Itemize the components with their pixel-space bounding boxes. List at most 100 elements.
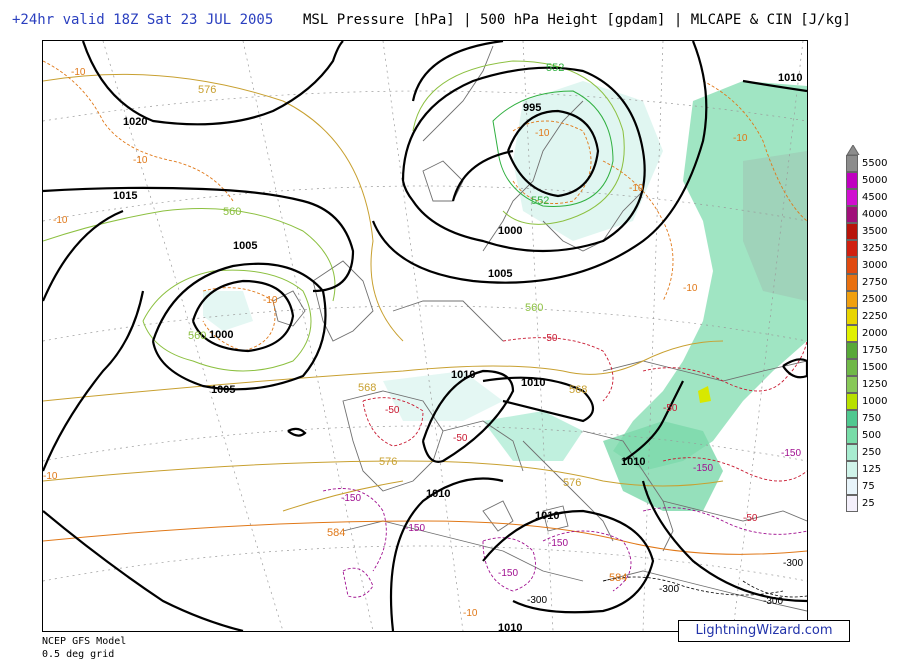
legend-value: 2250 (862, 311, 888, 322)
height-label: 552 (546, 62, 564, 74)
legend-value: 1250 (862, 379, 888, 390)
cin-label: -300 (527, 595, 547, 606)
isobar-label: 1015 (113, 190, 137, 202)
legend-swatch (846, 308, 858, 325)
legend-value: 3500 (862, 226, 888, 237)
height-label: 560 (188, 330, 206, 342)
cin-label: -10 (53, 215, 68, 226)
legend-swatch (846, 461, 858, 478)
legend-swatch (846, 376, 858, 393)
legend-swatch (846, 274, 858, 291)
cin-label: -10 (733, 133, 748, 144)
legend-value: 1750 (862, 345, 888, 356)
cape-shading (203, 81, 807, 511)
legend-swatch (846, 342, 858, 359)
legend-swatch (846, 257, 858, 274)
legend-swatch (846, 155, 858, 172)
height-label: 584 (609, 572, 627, 584)
isobars (43, 41, 807, 631)
isobar-label: 1010 (535, 510, 559, 522)
height-label: 568 (569, 384, 587, 396)
legend-swatch (846, 393, 858, 410)
height-label: 552 (531, 195, 549, 207)
legend-swatch (846, 206, 858, 223)
isobar-label: 1010 (621, 456, 645, 468)
legend-swatch (846, 172, 858, 189)
legend-value: 1500 (862, 362, 888, 373)
height-label: 560 (525, 302, 543, 314)
legend-value: 3000 (862, 260, 888, 271)
cin-label: -50 (663, 403, 678, 414)
height-label: 576 (563, 477, 581, 489)
isobar-label: 1000 (209, 329, 233, 341)
cin-label: -10 (535, 128, 550, 139)
legend-value: 2000 (862, 328, 888, 339)
product-title: MSL Pressure [hPa] | 500 hPa Height [gpd… (303, 12, 851, 28)
cin-label: -150 (405, 523, 425, 534)
graticule (43, 41, 807, 631)
legend-value: 2750 (862, 277, 888, 288)
cin-label: -150 (693, 463, 713, 474)
isobar-labels: 1020 1015 1005 1000 1005 995 1000 1005 1… (113, 72, 802, 631)
legend-value: 4500 (862, 192, 888, 203)
cin-contours (43, 60, 807, 598)
legend-value: 75 (862, 481, 875, 492)
isobar-label: 1010 (498, 622, 522, 631)
cin-label: -150 (341, 493, 361, 504)
cin-label: -150 (548, 538, 568, 549)
height-contours (43, 60, 807, 555)
isobar-label: 995 (523, 102, 541, 114)
cin-label: -10 (683, 283, 698, 294)
cin-label: -50 (453, 433, 468, 444)
cin-label: -50 (385, 405, 400, 416)
legend-swatch (846, 240, 858, 257)
legend-value: 5500 (862, 158, 888, 169)
isobar-label: 1005 (488, 268, 512, 280)
cin-label: -10 (263, 295, 278, 306)
grid-resolution: 0.5 deg grid (42, 649, 115, 660)
legend-swatch (846, 478, 858, 495)
cin-label: -150 (498, 568, 518, 579)
cin-label: -50 (743, 513, 758, 524)
height-label: 568 (358, 382, 376, 394)
cin-label: -300 (763, 596, 783, 607)
valid-time-label: +24hr valid 18Z Sat 23 JUL 2005 (12, 12, 274, 28)
height-label: 576 (198, 84, 216, 96)
brand-logo: LightningWizard.com (678, 620, 850, 642)
legend-swatch (846, 495, 858, 512)
legend-value: 125 (862, 464, 882, 475)
height-label: 576 (379, 456, 397, 468)
legend-value: 250 (862, 447, 882, 458)
legend-value: 750 (862, 413, 882, 424)
legend-swatch (846, 427, 858, 444)
legend-top-arrow (846, 145, 860, 155)
legend-swatch (846, 189, 858, 206)
isobar-label: 1005 (211, 384, 235, 396)
cin-label: -300 (659, 584, 679, 595)
isobar-label: 1000 (498, 225, 522, 237)
isobar-label: 1010 (521, 377, 545, 389)
cin-label: -10 (71, 67, 86, 78)
legend-value: 1000 (862, 396, 888, 407)
model-name: NCEP GFS Model (42, 636, 127, 647)
legend-value: 500 (862, 430, 882, 441)
cin-label: -10 (43, 471, 58, 482)
cin-label: -50 (543, 333, 558, 344)
legend-value: 25 (862, 498, 875, 509)
legend-swatch (846, 291, 858, 308)
cin-label: -10 (629, 183, 644, 194)
legend-swatch (846, 325, 858, 342)
cin-label: -150 (781, 448, 801, 459)
isobar-label: 1005 (233, 240, 257, 252)
isobar-label: 1010 (451, 369, 475, 381)
cin-label: -300 (783, 558, 803, 569)
isobar-label: 1010 (426, 488, 450, 500)
legend-swatch (846, 444, 858, 461)
legend-swatch (846, 410, 858, 427)
isobar-label: 1010 (778, 72, 802, 84)
cin-labels: -10 -10 -10 -10 -10 -10 -10 -10 -10 -10 … (43, 67, 803, 619)
legend-value: 3250 (862, 243, 888, 254)
cin-label: -10 (133, 155, 148, 166)
legend-value: 5000 (862, 175, 888, 186)
height-label: 560 (223, 206, 241, 218)
